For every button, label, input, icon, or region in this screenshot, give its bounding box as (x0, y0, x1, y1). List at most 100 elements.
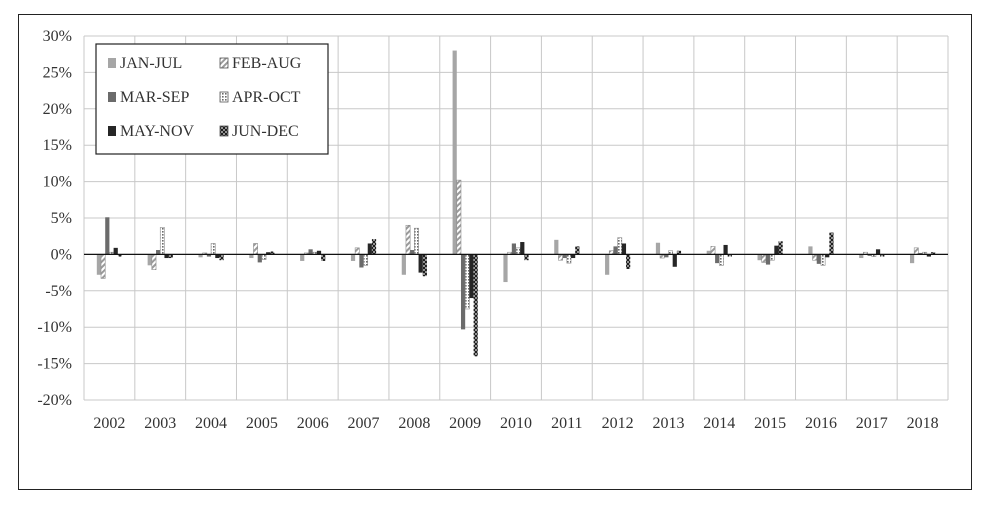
bar-apr-oct-2016 (820, 254, 826, 266)
bar-jan-jul-2016 (808, 246, 813, 255)
bar-mar-sep-2014 (715, 254, 720, 264)
x-tick-label: 2012 (602, 415, 634, 432)
bar-jun-dec-2005 (270, 251, 275, 255)
bar-jan-jul-2008 (401, 254, 406, 275)
bar-mar-sep-2011 (562, 254, 567, 259)
bar-mar-sep-2004 (206, 254, 212, 257)
bar-mar-sep-2012 (613, 246, 618, 255)
bar-apr-oct-2015 (769, 254, 775, 261)
bar-apr-oct-2009 (464, 254, 470, 310)
axis-layer: 30% 25% 20% 15% 10% 5% 0% -5% -10% -15% -20% 2002 20… (37, 28, 948, 432)
bar-may-nov-2006 (316, 250, 322, 255)
legend-box (95, 43, 329, 155)
y-tick-label: -10% (37, 319, 72, 336)
bar-jan-jul-2014 (706, 250, 711, 255)
bar-jun-dec-2016 (829, 232, 834, 255)
bar-feb-aug-2015 (761, 254, 767, 263)
bar-apr-oct-2012 (617, 237, 623, 255)
legend-swatch-may-nov (108, 126, 116, 136)
legend-label-apr-oct: APR-OCT (232, 89, 301, 106)
y-tick-label: 15% (43, 137, 72, 154)
bar-may-nov-2016 (825, 254, 830, 258)
bar-apr-oct-2007 (363, 254, 369, 266)
bar-may-nov-2011 (571, 254, 576, 259)
bar-jun-dec-2002 (117, 254, 123, 257)
bar-mar-sep-2003 (156, 250, 161, 255)
x-tick-label: 2018 (907, 415, 939, 432)
bar-may-nov-2013 (672, 254, 677, 267)
x-tick-label: 2017 (856, 415, 888, 432)
bar-jan-jul-2013 (655, 242, 661, 255)
y-tick-label: 30% (43, 28, 72, 45)
bar-may-nov-2008 (418, 254, 423, 273)
bar-feb-aug-2014 (710, 246, 716, 255)
bar-jan-jul-2007 (350, 254, 356, 261)
bar-jun-dec-2011 (575, 246, 580, 255)
bar-may-nov-2014 (723, 244, 728, 255)
bar-jan-jul-2006 (300, 254, 305, 261)
bar-apr-oct-2011 (566, 254, 572, 264)
bar-jan-jul-2011 (554, 239, 559, 255)
bar-mar-sep-2010 (511, 243, 516, 255)
y-tick-label: 5% (51, 210, 72, 227)
legend-swatch-mar-sep (108, 92, 116, 102)
y-tick-label: 25% (43, 64, 72, 81)
x-tick-label: 2015 (754, 415, 786, 432)
bar-mar-sep-2013 (664, 254, 669, 258)
bar-jun-dec-2015 (778, 241, 783, 255)
bar-jun-dec-2018 (930, 252, 936, 255)
bar-jun-dec-2008 (422, 254, 427, 277)
bar-jan-jul-2018 (909, 254, 915, 264)
x-tick-label: 2004 (195, 415, 227, 432)
bar-jun-dec-2009 (473, 254, 478, 357)
legend-label-feb-aug: FEB-AUG (232, 55, 302, 72)
bar-apr-oct-2014 (718, 254, 724, 266)
bar-may-nov-2003 (164, 254, 169, 259)
bar-mar-sep-2016 (816, 254, 821, 264)
bar-jan-jul-2010 (503, 254, 508, 283)
bar-feb-aug-2009 (456, 179, 462, 255)
bar-may-nov-2007 (367, 243, 372, 255)
bar-feb-aug-2002 (100, 254, 106, 279)
bar-feb-aug-2016 (812, 254, 818, 261)
bar-apr-oct-2004 (210, 243, 216, 255)
bar-feb-aug-2005 (253, 243, 258, 255)
x-tick-label: 2013 (652, 415, 684, 432)
bar-mar-sep-2006 (308, 249, 313, 255)
y-tick-label: -20% (37, 392, 72, 409)
bar-jun-dec-2014 (727, 254, 732, 257)
bar-jan-jul-2009 (452, 50, 457, 255)
bar-may-nov-2017 (875, 249, 881, 255)
bar-jun-dec-2007 (371, 239, 377, 255)
bar-feb-aug-2003 (151, 254, 157, 270)
bar-may-nov-2005 (266, 252, 271, 255)
bar-mar-sep-2008 (410, 250, 415, 255)
x-tick-label: 2010 (500, 415, 532, 432)
legend-label-mar-sep: MAR-SEP (120, 89, 189, 106)
legend: JAN-JUL FEB-AUG MAR-SEP APR-OCT MAY-NOV JUN-D… (95, 43, 329, 155)
bar-jun-dec-2010 (524, 254, 529, 261)
x-tick-label: 2016 (805, 415, 837, 432)
x-tick-label: 2014 (703, 415, 735, 432)
y-tick-label: -15% (37, 356, 72, 373)
bar-mar-sep-2018 (918, 252, 923, 255)
x-tick-label: 2009 (449, 415, 481, 432)
bar-may-nov-2012 (621, 243, 627, 255)
bar-mar-sep-2007 (359, 254, 364, 268)
x-tick-label: 2002 (93, 415, 125, 432)
x-tick-label: 2008 (398, 415, 430, 432)
bar-mar-sep-2005 (257, 254, 262, 263)
bar-jan-jul-2017 (859, 254, 864, 259)
y-tick-label: -5% (45, 283, 72, 300)
bar-may-nov-2004 (215, 254, 220, 259)
bars-layer (96, 50, 936, 357)
x-tick-label: 2006 (297, 415, 329, 432)
bar-may-nov-2009 (469, 254, 474, 299)
bar-feb-aug-2008 (405, 224, 411, 255)
bar-jan-jul-2005 (249, 254, 254, 259)
x-tick-label: 2007 (348, 415, 380, 432)
legend-label-jan-jul: JAN-JUL (120, 55, 182, 72)
legend-label-jun-dec: JUN-DEC (232, 123, 299, 140)
legend-swatch-jan-jul (108, 58, 116, 68)
